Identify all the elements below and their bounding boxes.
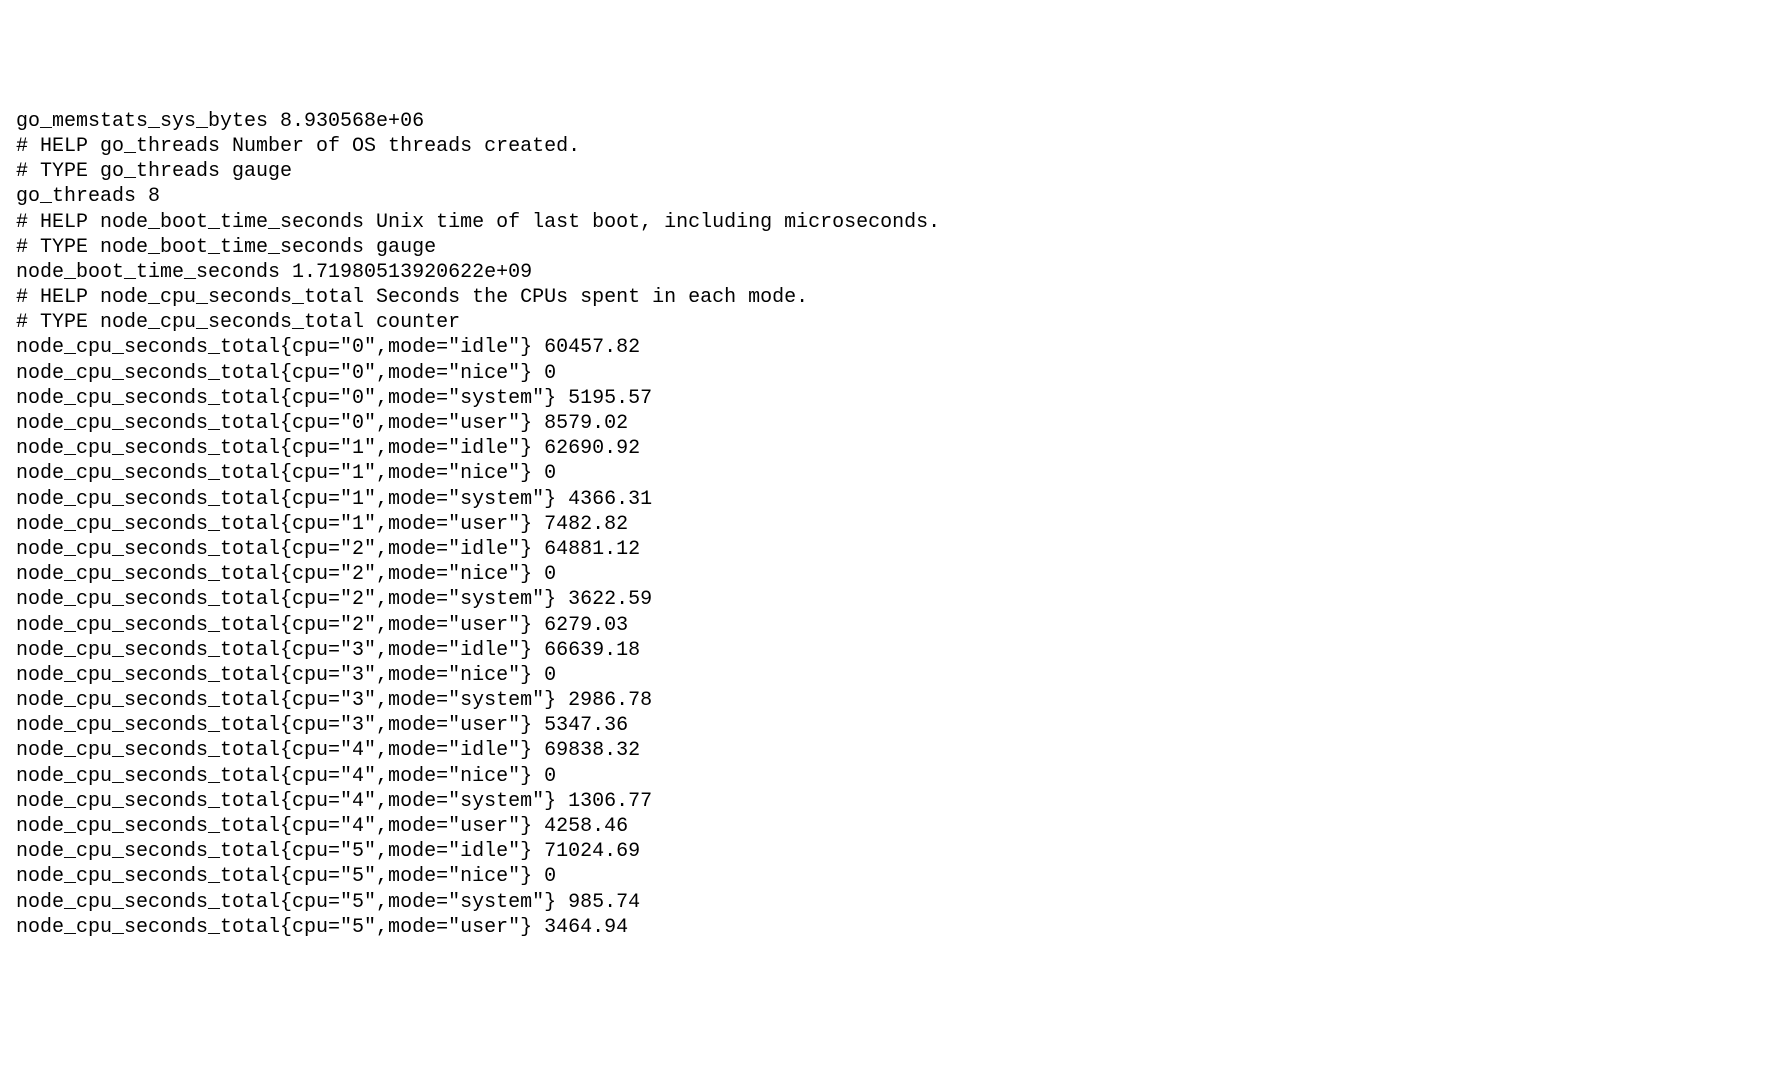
metric-line: node_cpu_seconds_total{cpu="4",mode="sys… xyxy=(16,789,1766,814)
metric-line: node_cpu_seconds_total{cpu="0",mode="sys… xyxy=(16,386,1766,411)
metric-line: node_cpu_seconds_total{cpu="1",mode="sys… xyxy=(16,487,1766,512)
metric-line: node_cpu_seconds_total{cpu="5",mode="idl… xyxy=(16,839,1766,864)
metric-line: node_cpu_seconds_total{cpu="0",mode="idl… xyxy=(16,335,1766,360)
metric-line: node_cpu_seconds_total{cpu="3",mode="idl… xyxy=(16,638,1766,663)
metric-line: node_cpu_seconds_total{cpu="2",mode="nic… xyxy=(16,562,1766,587)
prometheus-metrics-output: go_memstats_sys_bytes 8.930568e+06# HELP… xyxy=(16,109,1766,940)
metric-line: node_cpu_seconds_total{cpu="0",mode="use… xyxy=(16,411,1766,436)
metric-line: # HELP go_threads Number of OS threads c… xyxy=(16,134,1766,159)
metric-line: node_cpu_seconds_total{cpu="3",mode="sys… xyxy=(16,688,1766,713)
metric-line: node_cpu_seconds_total{cpu="5",mode="use… xyxy=(16,915,1766,940)
metric-line: # TYPE go_threads gauge xyxy=(16,159,1766,184)
metric-line: node_cpu_seconds_total{cpu="4",mode="idl… xyxy=(16,738,1766,763)
metric-line: # HELP node_boot_time_seconds Unix time … xyxy=(16,210,1766,235)
metric-line: node_cpu_seconds_total{cpu="3",mode="use… xyxy=(16,713,1766,738)
metric-line: go_threads 8 xyxy=(16,184,1766,209)
metric-line: node_cpu_seconds_total{cpu="4",mode="use… xyxy=(16,814,1766,839)
metric-line: node_cpu_seconds_total{cpu="5",mode="nic… xyxy=(16,864,1766,889)
metric-line: node_cpu_seconds_total{cpu="1",mode="nic… xyxy=(16,461,1766,486)
metric-line: # HELP node_cpu_seconds_total Seconds th… xyxy=(16,285,1766,310)
metric-line: node_boot_time_seconds 1.71980513920622e… xyxy=(16,260,1766,285)
metric-line: # TYPE node_cpu_seconds_total counter xyxy=(16,310,1766,335)
metric-line: node_cpu_seconds_total{cpu="2",mode="use… xyxy=(16,613,1766,638)
metric-line: node_cpu_seconds_total{cpu="3",mode="nic… xyxy=(16,663,1766,688)
metric-line: node_cpu_seconds_total{cpu="4",mode="nic… xyxy=(16,764,1766,789)
metric-line: node_cpu_seconds_total{cpu="2",mode="sys… xyxy=(16,587,1766,612)
metric-line: # TYPE node_boot_time_seconds gauge xyxy=(16,235,1766,260)
metric-line: node_cpu_seconds_total{cpu="5",mode="sys… xyxy=(16,890,1766,915)
metric-line: node_cpu_seconds_total{cpu="1",mode="use… xyxy=(16,512,1766,537)
metric-line: go_memstats_sys_bytes 8.930568e+06 xyxy=(16,109,1766,134)
metric-line: node_cpu_seconds_total{cpu="1",mode="idl… xyxy=(16,436,1766,461)
metric-line: node_cpu_seconds_total{cpu="0",mode="nic… xyxy=(16,361,1766,386)
metric-line: node_cpu_seconds_total{cpu="2",mode="idl… xyxy=(16,537,1766,562)
